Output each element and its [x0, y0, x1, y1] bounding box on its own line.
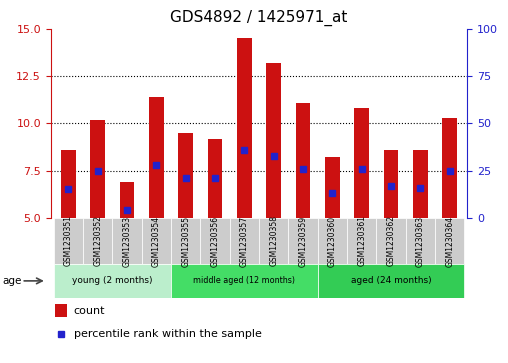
Text: GSM1230354: GSM1230354 [152, 215, 161, 266]
Text: GSM1230362: GSM1230362 [387, 216, 396, 266]
Text: GSM1230357: GSM1230357 [240, 215, 249, 266]
Bar [201, 218, 230, 264]
Bar [318, 264, 464, 298]
Title: GDS4892 / 1425971_at: GDS4892 / 1425971_at [170, 10, 348, 26]
Text: aged (24 months): aged (24 months) [351, 276, 431, 285]
Text: middle aged (12 months): middle aged (12 months) [194, 276, 296, 285]
Bar [120, 182, 135, 218]
Text: GSM1230359: GSM1230359 [299, 215, 307, 266]
Bar [90, 120, 105, 218]
Bar [149, 97, 164, 218]
Bar [61, 150, 76, 218]
Text: count: count [74, 306, 105, 316]
Bar [55, 304, 68, 318]
Text: GSM1230358: GSM1230358 [269, 216, 278, 266]
Bar [178, 133, 193, 218]
Bar [230, 218, 259, 264]
Text: GSM1230356: GSM1230356 [211, 215, 219, 266]
Bar [435, 218, 464, 264]
Text: GSM1230361: GSM1230361 [357, 216, 366, 266]
Text: GSM1230364: GSM1230364 [445, 215, 454, 266]
Bar [347, 218, 376, 264]
Bar [259, 218, 289, 264]
Bar [376, 218, 406, 264]
Bar [325, 158, 340, 218]
Bar [266, 63, 281, 218]
Text: GSM1230355: GSM1230355 [181, 215, 190, 266]
Bar [318, 218, 347, 264]
Text: GSM1230353: GSM1230353 [122, 215, 132, 266]
Bar [112, 218, 142, 264]
Text: GSM1230363: GSM1230363 [416, 215, 425, 266]
Bar [442, 118, 457, 218]
Bar [208, 139, 223, 218]
Bar [142, 218, 171, 264]
Bar [289, 218, 318, 264]
Bar [413, 150, 428, 218]
Bar [237, 38, 252, 218]
Bar [54, 218, 83, 264]
Text: percentile rank within the sample: percentile rank within the sample [74, 330, 262, 339]
Bar [171, 264, 318, 298]
Bar [406, 218, 435, 264]
Bar [355, 108, 369, 218]
Bar [83, 218, 112, 264]
Text: age: age [3, 276, 22, 286]
Text: GSM1230360: GSM1230360 [328, 215, 337, 266]
Bar [384, 150, 398, 218]
Text: GSM1230351: GSM1230351 [64, 216, 73, 266]
Bar [54, 264, 171, 298]
Bar [296, 103, 310, 218]
Bar [171, 218, 201, 264]
Text: GSM1230352: GSM1230352 [93, 216, 102, 266]
Text: young (2 months): young (2 months) [72, 276, 152, 285]
